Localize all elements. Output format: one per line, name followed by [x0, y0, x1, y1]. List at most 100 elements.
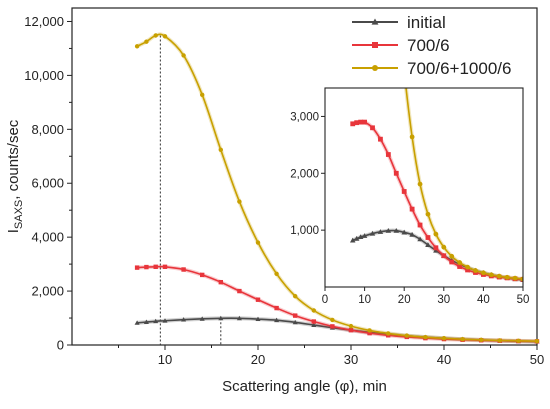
- inset-x-tick-label: 20: [398, 294, 411, 306]
- data-point: [423, 334, 428, 340]
- y-tick-label: 6,000: [31, 176, 64, 191]
- legend-label: 700/6: [407, 36, 450, 55]
- inset-data-point: [481, 270, 486, 276]
- data-point: [162, 264, 168, 270]
- data-point: [386, 331, 391, 336]
- legend: initial 700/6 700/6+1000/6: [352, 13, 511, 78]
- y-axis-title: ISAXS, counts/sec: [5, 119, 25, 233]
- y-tick-label: 12,000: [24, 14, 64, 29]
- legend-swatch-marker: [372, 65, 378, 71]
- data-point: [218, 147, 223, 153]
- inset-data-point: [425, 235, 431, 240]
- legend-label: initial: [407, 13, 446, 32]
- inset-data-point: [449, 259, 455, 265]
- inset-chart: 0 10 20 30 40 50 1,000 2,000 3,000: [290, 87, 529, 306]
- inset-data-point: [433, 247, 439, 253]
- main-reference-lines: [159, 35, 222, 345]
- inset-x-tick-label: 30: [437, 294, 450, 306]
- y-tick-label: 2,000: [31, 284, 64, 299]
- legend-swatch-marker: [372, 42, 378, 48]
- data-point: [460, 337, 465, 342]
- inset-data-point: [449, 253, 455, 259]
- x-tick-label: 50: [530, 352, 544, 367]
- data-point: [134, 44, 140, 49]
- data-point: [153, 264, 158, 270]
- inset-data-point: [385, 152, 391, 157]
- x-tick-label: 40: [437, 352, 451, 367]
- inset-data-point: [409, 231, 415, 237]
- inset-data-point: [393, 227, 400, 233]
- inset-data-point: [496, 273, 502, 279]
- legend-swatch-marker: [371, 18, 379, 25]
- data-point: [153, 318, 159, 324]
- main-series-group: [134, 32, 540, 344]
- data-point: [134, 265, 140, 270]
- inset-data-point: [350, 121, 356, 127]
- data-point: [143, 319, 149, 324]
- inset-data-point: [417, 181, 423, 187]
- y-tick-label: 10,000: [24, 68, 64, 83]
- data-point: [497, 338, 502, 343]
- inset-data-point: [378, 136, 383, 142]
- data-point: [181, 317, 187, 322]
- inset-x-tick-label: 0: [322, 294, 328, 306]
- data-point: [274, 317, 280, 323]
- inset-data-point: [457, 264, 463, 269]
- inset-data-point: [433, 231, 439, 237]
- data-point: [441, 336, 447, 341]
- inset-axis-ticks: 0 10 20 30 40 50 1,000 2,000 3,000: [290, 111, 529, 306]
- inset-y-tick-label: 2,000: [290, 168, 319, 180]
- data-point: [348, 327, 354, 333]
- inset-data-point: [433, 245, 439, 251]
- inset-data-point: [361, 233, 368, 238]
- data-point: [330, 317, 335, 323]
- data-point: [292, 319, 298, 325]
- y-tick-label: 0: [57, 338, 64, 353]
- data-point: [199, 316, 205, 321]
- x-tick-label: 10: [158, 352, 172, 367]
- inset-y-tick-label: 3,000: [290, 111, 319, 123]
- inset-data-point: [349, 237, 356, 243]
- inset-data-point: [425, 211, 431, 217]
- inset-data-point: [488, 272, 494, 278]
- data-point: [237, 288, 242, 294]
- data-point: [162, 34, 168, 39]
- x-axis-title: Scattering angle (φ), min: [222, 378, 387, 395]
- main-axis-ticks: 10 20 30 40 50 0 2,000 4,000 6,000 8,000 10,000 12,…: [24, 14, 544, 367]
- inset-data-point: [457, 260, 463, 265]
- data-point: [218, 315, 224, 321]
- inset-data-point: [473, 268, 478, 273]
- inset-background: [325, 88, 523, 287]
- data-point: [348, 323, 354, 329]
- x-tick-label: 20: [251, 352, 265, 367]
- data-point: [255, 240, 261, 245]
- data-point: [236, 315, 242, 321]
- inset-data-point: [504, 274, 510, 280]
- inset-data-point: [425, 242, 431, 247]
- inset-data-point: [385, 227, 392, 233]
- data-point: [311, 319, 316, 324]
- inset-data-point: [441, 244, 447, 250]
- data-point: [311, 308, 316, 313]
- inset-data-point: [401, 189, 407, 194]
- data-point: [274, 271, 279, 277]
- data-point: [255, 316, 261, 322]
- inset-data-point: [358, 119, 364, 125]
- y-tick-label: 4,000: [31, 230, 64, 245]
- inset-data-point: [369, 230, 376, 236]
- inset-data-point: [465, 264, 470, 270]
- inset-series-group: [349, 88, 523, 282]
- inset-data-point: [377, 229, 384, 234]
- data-point: [181, 267, 186, 272]
- data-point: [200, 272, 205, 278]
- x-tick-label: 30: [344, 352, 358, 367]
- y-axis-title-main: I: [5, 229, 22, 233]
- inset-y-tick-label: 1,000: [290, 225, 319, 237]
- data-point: [134, 320, 140, 325]
- data-point: [367, 330, 372, 336]
- inset-data-point: [441, 253, 447, 259]
- inset-data-point: [362, 119, 367, 125]
- data-point: [516, 338, 521, 344]
